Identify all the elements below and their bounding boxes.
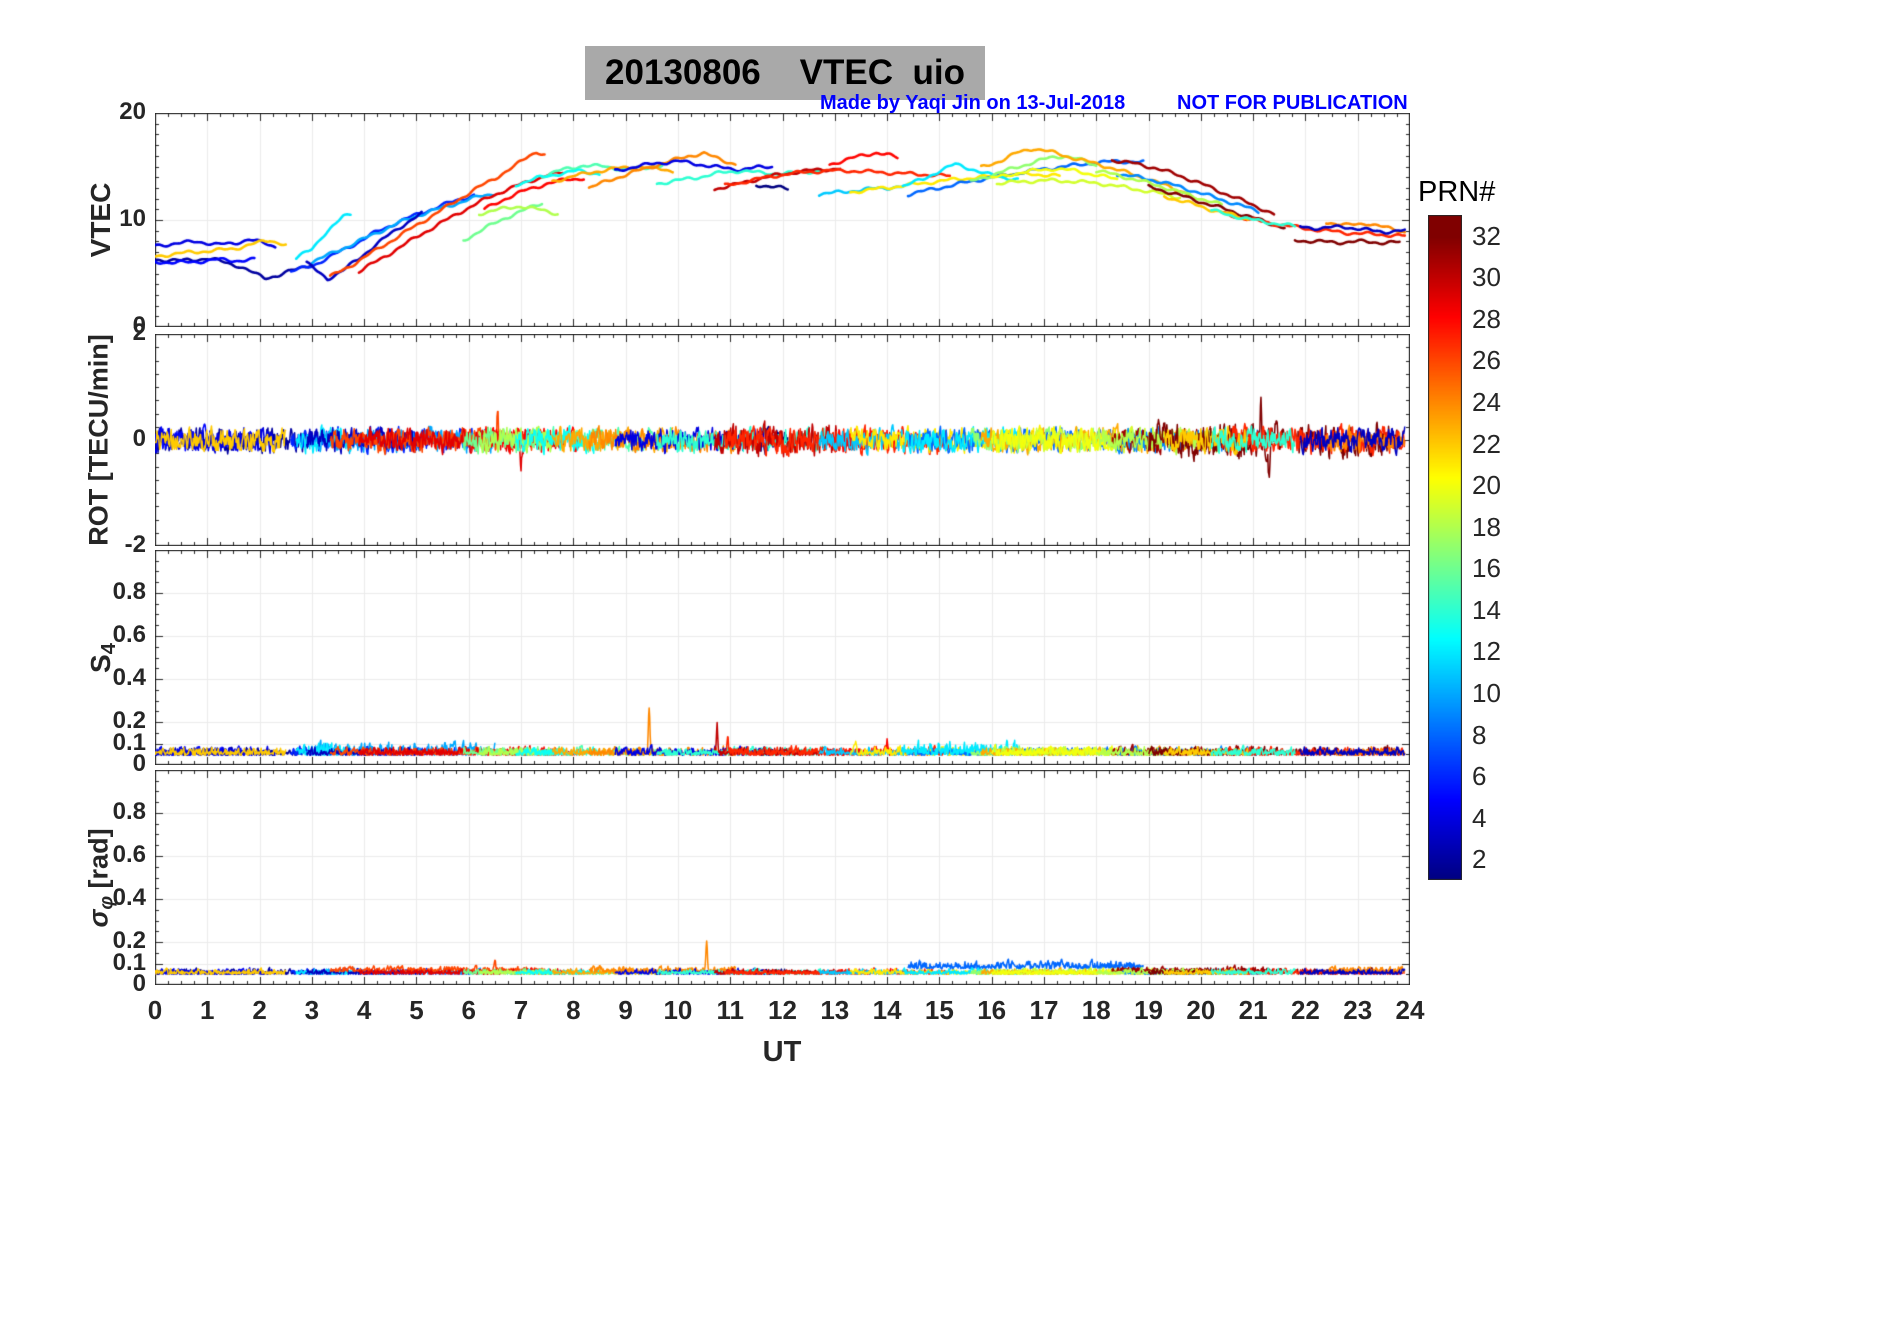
x-tick-label: 13 <box>820 995 850 1025</box>
y-tick-label: 2 <box>132 319 146 346</box>
colorbar-tick-label: 22 <box>1472 428 1501 459</box>
x-tick-label: 2 <box>252 995 267 1025</box>
y-tick-label: 0.8 <box>112 578 146 605</box>
colorbar-tick-label: 18 <box>1472 511 1501 542</box>
x-tick-label: 14 <box>872 995 902 1025</box>
y-tick-label: 0.1 <box>112 728 146 756</box>
x-tick-label: 5 <box>409 995 424 1025</box>
colorbar-tick-label: 30 <box>1472 262 1501 293</box>
x-tick-label: 19 <box>1134 995 1163 1025</box>
x-tick-label: 23 <box>1343 995 1373 1025</box>
x-tick-label: 24 <box>1395 995 1425 1025</box>
colorbar-tick-label: 12 <box>1472 636 1501 667</box>
y-tick-label: 0.4 <box>112 664 146 691</box>
ylabel-text: σ <box>83 909 114 928</box>
colorbar-tick-label: 32 <box>1472 220 1501 251</box>
colorbar-tick-label: 20 <box>1472 470 1501 501</box>
rot-panel <box>155 334 1410 546</box>
x-tick-label: 21 <box>1238 995 1268 1025</box>
y-tick-label: 0 <box>132 312 146 339</box>
y-tick-label: -2 <box>124 531 146 558</box>
colorbar-tick-label: 8 <box>1472 719 1487 750</box>
y-tick-label: 0.6 <box>112 841 146 868</box>
figure-title: 20130806 VTEC uio <box>585 46 985 100</box>
x-tick-label: 4 <box>356 995 372 1025</box>
y-tick-label: 0 <box>132 970 146 997</box>
y-tick-label: 0.8 <box>112 798 146 825</box>
colorbar-tick-label: 4 <box>1472 802 1487 833</box>
x-tick-label: 10 <box>663 995 693 1025</box>
x-tick-label: 12 <box>768 995 797 1025</box>
x-axis-label: UT <box>762 1036 802 1068</box>
x-tick-label: 7 <box>513 995 529 1025</box>
x-tick-label: 18 <box>1081 995 1111 1025</box>
colorbar-title: PRN# <box>1418 176 1496 208</box>
colorbar-tick-label: 2 <box>1472 844 1487 875</box>
x-tick-label: 15 <box>924 995 954 1025</box>
x-tick-label: 0 <box>147 995 163 1025</box>
y-tick-label: 10 <box>119 205 146 232</box>
not-for-publication-note: NOT FOR PUBLICATION <box>1177 92 1408 114</box>
y-tick-label: 0.2 <box>112 927 146 954</box>
y-tick-label: 0.2 <box>112 707 146 734</box>
colorbar-tick-label: 24 <box>1472 387 1501 418</box>
y-tick-label: 20 <box>119 98 146 125</box>
y-tick-label: 0 <box>132 425 146 452</box>
x-tick-label: 8 <box>566 995 581 1025</box>
colorbar-gradient <box>1428 215 1462 880</box>
x-tick-label: 22 <box>1290 995 1320 1025</box>
colorbar-tick-label: 6 <box>1472 761 1487 792</box>
x-tick-label: 1 <box>200 995 215 1025</box>
y-tick-label: 0 <box>132 750 146 777</box>
made-by-note: Made by Yaqi Jin on 13-Jul-2018 <box>820 92 1126 114</box>
colorbar-tick-label: 16 <box>1472 553 1501 584</box>
x-tick-label: 17 <box>1029 995 1059 1025</box>
x-tick-label: 3 <box>304 995 320 1025</box>
x-tick-label: 16 <box>977 995 1007 1025</box>
s4-panel <box>155 550 1410 765</box>
colorbar-tick-label: 14 <box>1472 594 1501 625</box>
y-tick-label: 0.6 <box>112 621 146 648</box>
y-tick-label: 0.1 <box>112 948 146 976</box>
vtec-panel <box>155 113 1410 327</box>
sigma-phi-panel <box>155 770 1410 985</box>
x-tick-label: 9 <box>618 995 633 1025</box>
y-tick-label: 0.4 <box>112 884 146 911</box>
colorbar-tick-label: 10 <box>1472 677 1501 708</box>
colorbar-tick-label: 26 <box>1472 345 1501 376</box>
x-tick-label: 20 <box>1186 995 1216 1025</box>
colorbar-tick-label: 28 <box>1472 303 1501 334</box>
x-tick-label: 6 <box>461 995 476 1025</box>
x-tick-label: 11 <box>716 995 744 1025</box>
